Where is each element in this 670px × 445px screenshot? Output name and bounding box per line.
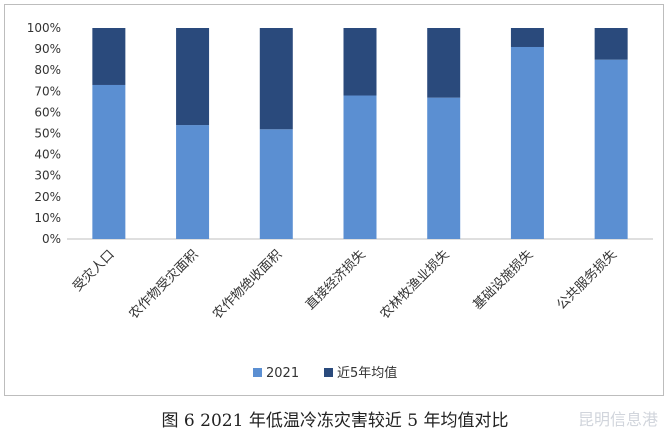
legend-label-1: 近5年均值	[337, 365, 397, 381]
x-tick-label: 直接经济损失	[302, 247, 368, 313]
y-tick-label: 80%	[34, 63, 61, 77]
bar-avg5-0	[92, 28, 126, 85]
x-tick-label: 农作物绝收面积	[209, 247, 285, 323]
bar-y2021-3	[343, 95, 377, 240]
bar-avg5-5	[510, 28, 544, 47]
y-tick-label: 10%	[34, 211, 61, 225]
x-tick-label: 公共服务损失	[553, 247, 619, 313]
legend-label-0: 2021	[266, 366, 299, 381]
y-tick-label: 40%	[34, 148, 61, 162]
y-tick-label: 70%	[34, 84, 61, 98]
bar-y2021-1	[176, 125, 210, 239]
y-tick-label: 90%	[34, 42, 61, 56]
y-tick-label: 30%	[34, 169, 61, 183]
y-tick-label: 60%	[34, 105, 61, 119]
watermark: 昆明信息港	[577, 410, 658, 429]
bar-y2021-5	[510, 46, 544, 239]
y-tick-label: 20%	[34, 190, 61, 204]
bar-avg5-2	[259, 28, 293, 130]
legend-swatch-1	[324, 368, 333, 377]
y-tick-label: 50%	[34, 127, 61, 141]
y-tick-label: 0%	[42, 232, 61, 246]
y-tick-label: 100%	[27, 21, 61, 35]
bar-avg5-3	[343, 28, 377, 96]
figure-caption: 图 6 2021 年低温冷冻灾害较近 5 年均值对比	[161, 411, 509, 431]
bar-y2021-0	[92, 84, 126, 239]
bar-avg5-6	[594, 28, 628, 60]
stacked-bar-chart: 0%10%20%30%40%50%60%70%80%90%100%受灾人口 农作物…	[27, 21, 653, 381]
bar-y2021-4	[427, 97, 461, 239]
bar-y2021-2	[259, 129, 293, 239]
x-tick-label: 农作物受灾面积	[126, 247, 202, 323]
chart-frame: 0% 10% 20% 30% 40% 50% 60% 70% 80% 90% 100% 受灾人口 农作物…	[4, 4, 664, 396]
bar-y2021-6	[594, 59, 628, 240]
x-tick-label: 受灾人口	[70, 247, 118, 295]
bar-avg5-1	[176, 28, 210, 126]
x-tick-label: 基础设施损失	[470, 247, 536, 313]
bar-avg5-4	[427, 28, 461, 98]
legend-swatch-0	[253, 368, 262, 377]
x-tick-label: 农林牧渔业损失	[378, 247, 453, 322]
